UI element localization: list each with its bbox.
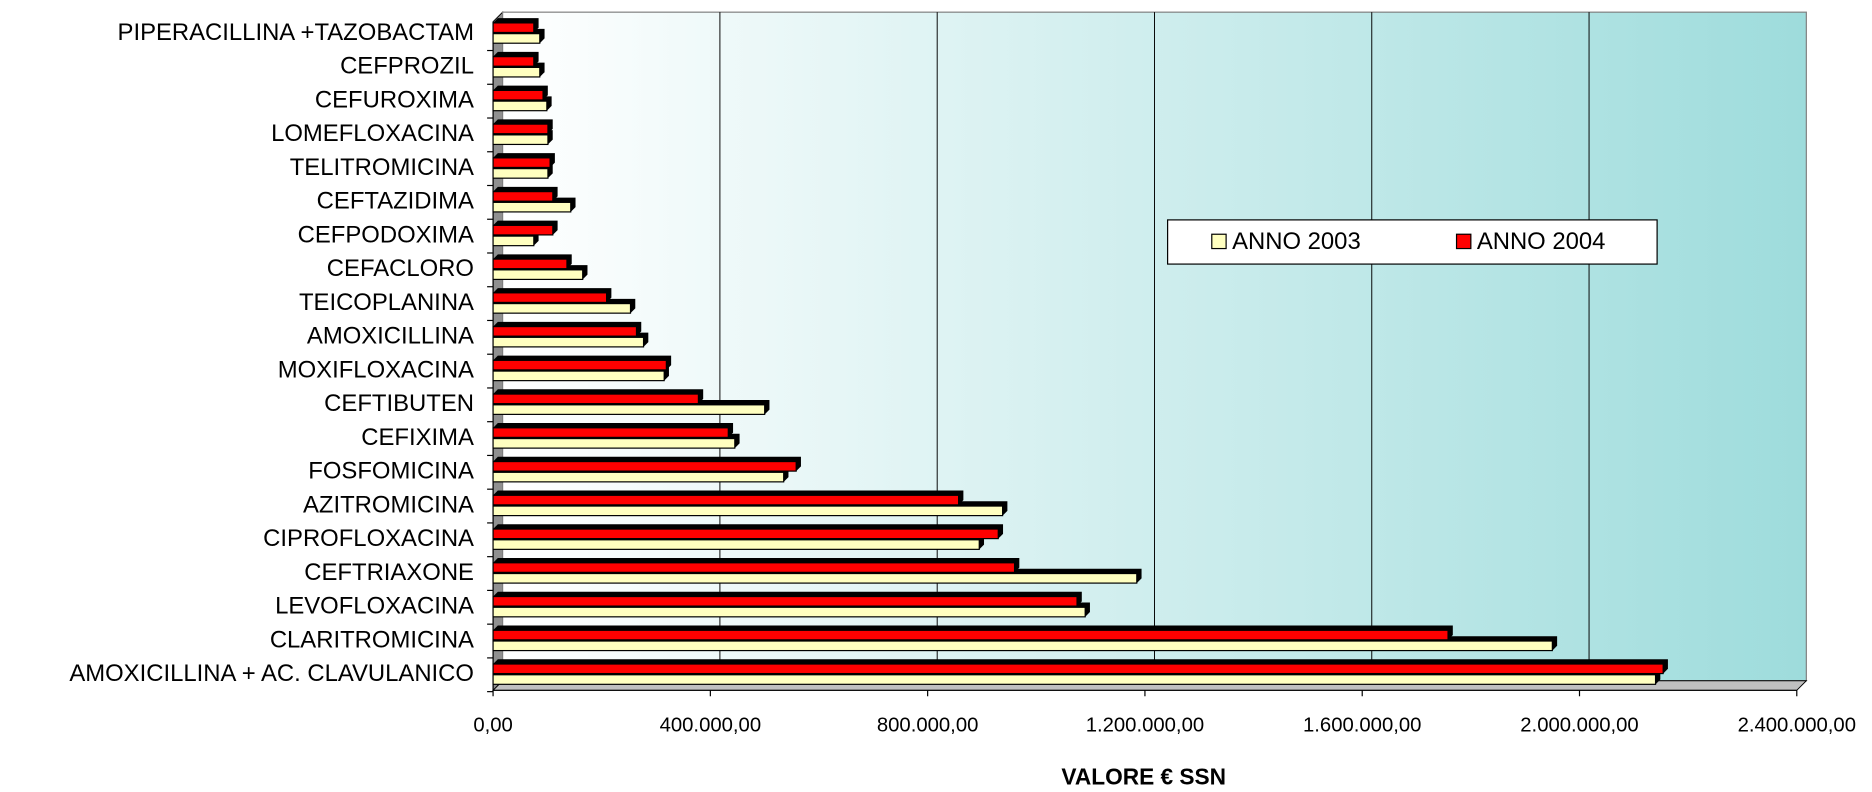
bar	[492, 33, 541, 44]
y-tick-label: TEICOPLANINA	[299, 289, 474, 316]
bar	[492, 89, 544, 101]
bar	[492, 22, 535, 34]
y-tick-label: CEFIXIMA	[361, 424, 474, 451]
x-tick-label: 0,00	[473, 714, 512, 736]
bar	[492, 258, 568, 270]
x-tick-label: 2.400.000,00	[1738, 714, 1856, 736]
x-axis-title: VALORE € SSN	[1061, 764, 1226, 790]
legend-box	[1167, 219, 1658, 265]
side-wall	[492, 11, 504, 692]
bar	[492, 494, 960, 506]
bar	[492, 168, 549, 179]
bar	[492, 191, 554, 202]
bar	[492, 123, 549, 135]
bar	[492, 471, 785, 483]
y-tick-label: PIPERACILLINA +TAZOBACTAM	[118, 19, 474, 46]
bar	[492, 427, 729, 438]
bar	[492, 640, 1553, 652]
y-tick-label: AMOXICILLINA + AC. CLAVULANICO	[69, 660, 474, 687]
bar	[492, 269, 584, 281]
y-tick-label: LOMEFLOXACINA	[271, 120, 474, 147]
bar	[492, 235, 535, 247]
bar	[492, 303, 632, 314]
bar	[492, 336, 645, 348]
y-tick-label: CEFUROXIMA	[315, 86, 474, 113]
y-tick-label: CEFTRIAXONE	[304, 559, 474, 586]
bar	[492, 562, 1016, 573]
y-tick-label: CLARITROMICINA	[270, 626, 474, 653]
y-tick-label: CIPROFLOXACINA	[263, 525, 474, 552]
bar	[492, 528, 999, 540]
bar	[492, 606, 1086, 618]
x-tick-label: 1.600.000,00	[1303, 714, 1421, 736]
x-tick-label: 2.000.000,00	[1520, 714, 1638, 736]
bar	[492, 404, 766, 415]
bar	[492, 56, 535, 67]
bar	[492, 505, 1004, 517]
bar	[492, 539, 980, 550]
legend-swatch	[1211, 233, 1227, 250]
x-tick-label: 1.200.000,00	[1086, 714, 1204, 736]
y-tick-label: TELITROMICINA	[290, 154, 474, 181]
bar	[492, 572, 1138, 584]
bar	[492, 292, 608, 304]
legend-label: ANNO 2004	[1477, 228, 1606, 255]
bar	[492, 326, 638, 337]
y-tick-label: CEFTAZIDIMA	[317, 188, 474, 215]
y-tick-label: LEVOFLOXACINA	[275, 593, 474, 620]
bar	[492, 201, 572, 213]
y-tick-label: CEFTIBUTEN	[324, 390, 474, 417]
bar	[492, 134, 549, 146]
bar	[492, 66, 541, 78]
bar	[492, 359, 667, 371]
legend-label: ANNO 2003	[1232, 228, 1361, 255]
legend: ANNO 2003 ANNO 2004	[1167, 219, 1658, 265]
bar	[492, 595, 1078, 607]
y-tick-label: CEFACLORO	[327, 255, 474, 282]
bar	[492, 629, 1449, 641]
x-tick-label: 400.000,00	[660, 714, 762, 736]
bar	[492, 663, 1664, 675]
bar	[492, 460, 797, 472]
x-tick-label: 800.000,00	[877, 714, 979, 736]
bar	[492, 393, 700, 405]
bar	[492, 224, 554, 236]
y-tick-label: FOSFOMICINA	[308, 458, 474, 485]
y-tick-label: AMOXICILLINA	[307, 323, 474, 350]
bar	[492, 157, 551, 169]
y-tick-label: CEFPROZIL	[340, 53, 474, 80]
bar	[492, 100, 548, 112]
legend-swatch	[1455, 233, 1472, 250]
y-tick-label: MOXIFLOXACINA	[278, 356, 474, 383]
y-tick-label: AZITROMICINA	[303, 491, 474, 518]
bar	[492, 370, 665, 382]
bar	[492, 674, 1657, 685]
bar	[492, 437, 736, 449]
y-tick-label: CEFPODOXIMA	[298, 221, 474, 248]
